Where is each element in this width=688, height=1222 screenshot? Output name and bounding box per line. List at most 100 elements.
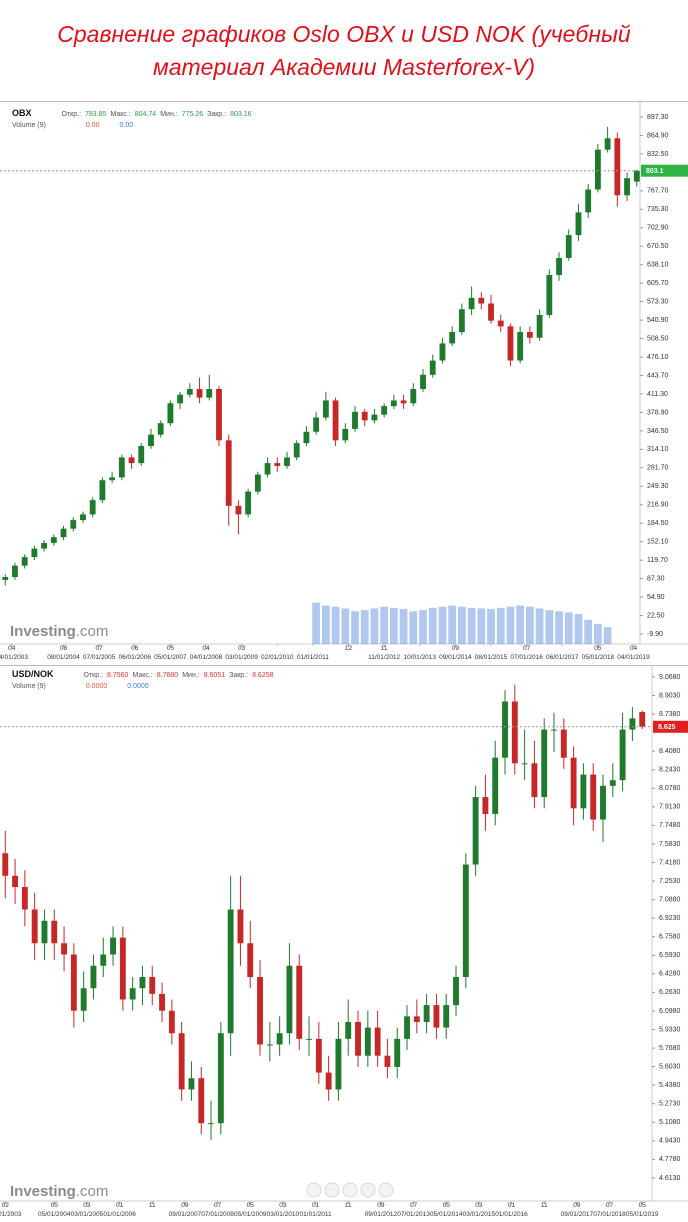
volume-bar bbox=[380, 606, 389, 644]
candle-body bbox=[186, 389, 193, 395]
nav-button[interactable] bbox=[342, 1182, 358, 1198]
candle-body bbox=[303, 431, 310, 444]
candle-body bbox=[149, 976, 156, 994]
candle-body bbox=[313, 417, 320, 432]
y-tick-label: 5.4380 bbox=[659, 1082, 681, 1089]
x-tick-label: 05 bbox=[51, 1202, 59, 1209]
candle-body bbox=[492, 757, 499, 814]
volume-bar bbox=[457, 606, 466, 644]
x-tick-label: 09 bbox=[573, 1202, 581, 1209]
candle-body bbox=[99, 480, 106, 501]
y-tick-label: 5.9330 bbox=[659, 1026, 681, 1033]
nav-button[interactable] bbox=[360, 1182, 376, 1198]
candle-body bbox=[400, 400, 407, 404]
x-tick-label: 08/01/2004 bbox=[47, 654, 80, 661]
candle-body bbox=[556, 257, 562, 276]
volume-label: Volume (9) bbox=[12, 122, 46, 129]
candle-body bbox=[420, 374, 426, 390]
candle-body bbox=[453, 976, 459, 1006]
y-tick-label: 6.2630 bbox=[659, 989, 681, 996]
volume-bar bbox=[574, 614, 583, 644]
legend-row: OBX Откр.: 783.85 Макс.: 804.74 Мин.: 775.26 За… bbox=[12, 108, 256, 120]
candle-body bbox=[12, 565, 18, 578]
candle-body bbox=[286, 965, 293, 1034]
x-tick-label: 09 bbox=[181, 1202, 189, 1209]
candle-body bbox=[526, 332, 533, 338]
symbol: OBX bbox=[12, 108, 32, 118]
nav-button[interactable] bbox=[378, 1182, 394, 1198]
title-line: Сравнение графиков Oslo OBX и USD NOK (у… bbox=[57, 21, 631, 47]
x-tick-label: 07 bbox=[523, 645, 531, 652]
candle-body bbox=[570, 757, 577, 809]
candle-body bbox=[590, 774, 597, 820]
candle-body bbox=[429, 360, 436, 375]
legend-label: Закр.: bbox=[207, 111, 227, 118]
y-tick-label: 6.4280 bbox=[659, 971, 681, 978]
candle-body bbox=[293, 443, 300, 458]
y-tick-label: 216.90 bbox=[647, 502, 669, 509]
y-tick-label: 5.7680 bbox=[659, 1045, 681, 1052]
x-tick-label: 03 bbox=[83, 1202, 91, 1209]
legend-value: 8.7560 bbox=[107, 672, 129, 679]
candle-body bbox=[118, 457, 125, 478]
volume-value: 0.0000 bbox=[127, 683, 149, 690]
candle-body bbox=[462, 864, 469, 977]
x-tick-label: 07/01/2005 bbox=[83, 654, 116, 661]
y-tick-label: 8.0780 bbox=[659, 785, 681, 792]
legend-label: Макс.: bbox=[132, 672, 153, 679]
x-tick-label: 02 bbox=[2, 1202, 10, 1209]
x-tick-label: 06/01/2006 bbox=[119, 654, 152, 661]
candle-body bbox=[89, 500, 96, 515]
candle-body bbox=[90, 965, 97, 989]
symbol: USD/NOK bbox=[12, 669, 54, 679]
candle-body bbox=[237, 909, 244, 944]
x-tick-label: 03 bbox=[238, 645, 246, 652]
candle-body bbox=[443, 1005, 450, 1028]
x-tick-label: 05 bbox=[443, 1202, 451, 1209]
candle-body bbox=[536, 314, 543, 338]
watermark: Investing.com bbox=[10, 623, 108, 640]
y-tick-label: 411.30 bbox=[647, 391, 668, 398]
x-tick-label: 03 bbox=[279, 1202, 287, 1209]
candle-body bbox=[413, 1016, 420, 1022]
legend-row: Volume (9) 0.0000 0.0000 bbox=[12, 681, 278, 692]
x-tick-label: 01/01/2011 bbox=[297, 654, 329, 661]
nav-buttons[interactable] bbox=[304, 1180, 404, 1200]
last-price-label: 8.625 bbox=[658, 724, 676, 731]
x-tick-label: 12 bbox=[345, 645, 353, 652]
nav-button[interactable] bbox=[324, 1182, 340, 1198]
volume-bar bbox=[428, 607, 437, 644]
x-tick-label: 11 bbox=[541, 1202, 548, 1209]
candle-body bbox=[439, 343, 446, 361]
x-tick-label: 09/01/2012 bbox=[365, 1211, 398, 1218]
volume-bar bbox=[351, 611, 359, 644]
y-tick-label: 476.10 bbox=[647, 354, 669, 361]
x-tick-label: 01/01/2016 bbox=[495, 1211, 528, 1218]
y-tick-label: 4.9430 bbox=[659, 1138, 681, 1145]
legend-row: USD/NOK Откр.: 8.7560 Макс.: 8.7680 Мин.: 8.60… bbox=[12, 669, 278, 681]
candle-body bbox=[266, 1044, 273, 1046]
x-tick-label: 04/01/2019 bbox=[617, 654, 650, 661]
x-tick-label: 07/01/2013 bbox=[397, 1211, 430, 1218]
candle-body bbox=[394, 1038, 401, 1067]
candle-body bbox=[381, 406, 388, 415]
candle-body bbox=[565, 235, 572, 258]
last-price-tag bbox=[641, 164, 688, 177]
candle-body bbox=[100, 954, 107, 966]
candle-body bbox=[458, 309, 465, 333]
y-tick-label: 8.2430 bbox=[659, 767, 681, 774]
candle-body bbox=[609, 780, 616, 786]
legend-value: 8.7680 bbox=[156, 672, 179, 679]
volume-bar bbox=[603, 627, 612, 644]
y-tick-label: 5.6030 bbox=[659, 1063, 681, 1070]
candle-body bbox=[208, 1123, 214, 1125]
x-tick-label: 03/01/2010 bbox=[267, 1211, 300, 1218]
candle-body bbox=[322, 400, 329, 418]
last-price-tag bbox=[653, 720, 688, 733]
candle-body bbox=[580, 774, 587, 809]
volume-bar bbox=[526, 606, 534, 644]
x-tick-label: 02/01/2003 bbox=[0, 1211, 22, 1218]
volume-bar bbox=[341, 608, 350, 644]
nav-button[interactable] bbox=[306, 1182, 322, 1198]
legend-label: Макс.: bbox=[110, 111, 131, 118]
